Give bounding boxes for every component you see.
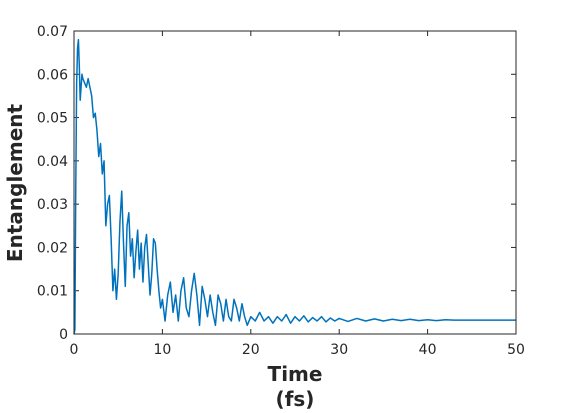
plot-frame <box>73 30 517 335</box>
y-axis-label: Entanglement <box>3 103 27 262</box>
x-tick-label: 40 <box>419 342 437 358</box>
x-axis-unit: (fs) <box>276 387 315 411</box>
y-tick-label: 0.03 <box>37 197 68 213</box>
x-tick-label: 20 <box>242 342 260 358</box>
y-tick-label: 0.07 <box>37 24 68 40</box>
x-axis-label: Time <box>268 362 323 386</box>
x-tick-label: 10 <box>153 342 171 358</box>
plot-background <box>74 31 516 334</box>
x-tick-label: 30 <box>330 342 348 358</box>
y-tick-label: 0.06 <box>37 67 68 83</box>
y-tick-label: 0.04 <box>37 154 68 170</box>
y-tick-label: 0.02 <box>37 240 68 256</box>
x-tick-label: 0 <box>70 342 79 358</box>
y-tick-label: 0 <box>59 327 68 343</box>
y-tick-label: 0.05 <box>37 111 68 127</box>
series-line <box>73 38 516 335</box>
tick-labels: 0 10 20 30 40 50 0 0.01 0.02 0.03 0.04 0.05 0.06 0.07 <box>37 24 525 358</box>
x-tick-label: 50 <box>507 342 525 358</box>
y-tick-label: 0.01 <box>37 284 68 300</box>
